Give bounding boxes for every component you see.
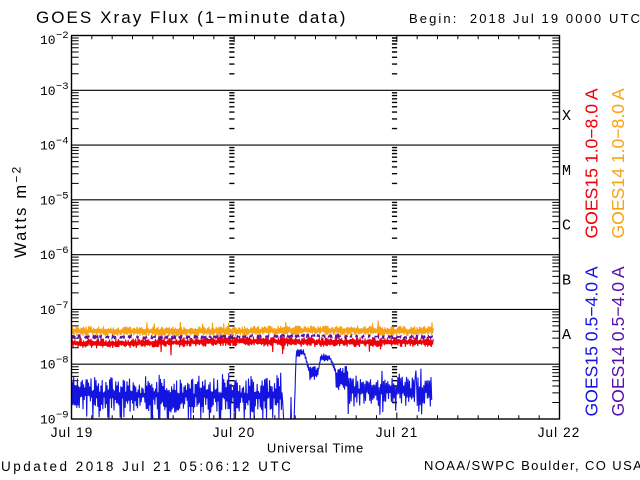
svg-text:Jul 20: Jul 20 (213, 425, 256, 440)
svg-text:Watts m−2: Watts m−2 (10, 165, 31, 258)
svg-text:Jul 19: Jul 19 (51, 425, 94, 440)
svg-text:GOES15 1.0−8.0 A: GOES15 1.0−8.0 A (582, 88, 602, 238)
svg-text:B: B (562, 272, 571, 289)
svg-text:Begin: 2018 Jul 19 0000 UTC: Begin: 2018 Jul 19 0000 UTC (409, 11, 640, 26)
svg-text:GOES14 0.5−4.0 A: GOES14 0.5−4.0 A (608, 266, 628, 416)
svg-text:10−9: 10−9 (40, 410, 69, 428)
svg-text:10−5: 10−5 (40, 190, 69, 208)
svg-text:GOES Xray Flux (1−minute data): GOES Xray Flux (1−minute data) (36, 8, 347, 27)
svg-text:10−6: 10−6 (40, 245, 69, 263)
svg-text:Universal Time: Universal Time (267, 441, 364, 456)
svg-text:Jul 22: Jul 22 (538, 425, 581, 440)
svg-text:Jul 21: Jul 21 (376, 425, 419, 440)
svg-text:GOES14 1.0−8.0 A: GOES14 1.0−8.0 A (608, 88, 628, 238)
svg-text:10−4: 10−4 (40, 136, 69, 154)
svg-text:NOAA/SWPC Boulder, CO USA: NOAA/SWPC Boulder, CO USA (424, 458, 640, 473)
svg-text:10−7: 10−7 (40, 300, 69, 318)
svg-text:10−8: 10−8 (40, 355, 69, 373)
svg-text:C: C (562, 218, 571, 235)
svg-text:GOES15 0.5−4.0 A: GOES15 0.5−4.0 A (582, 266, 602, 416)
svg-text:Updated 2018 Jul 21 05:06:12 U: Updated 2018 Jul 21 05:06:12 UTC (1, 459, 293, 474)
svg-text:M: M (562, 163, 571, 180)
svg-text:A: A (562, 327, 571, 344)
svg-text:X: X (562, 108, 571, 125)
svg-text:10−3: 10−3 (40, 81, 69, 99)
svg-text:10−2: 10−2 (40, 30, 69, 48)
